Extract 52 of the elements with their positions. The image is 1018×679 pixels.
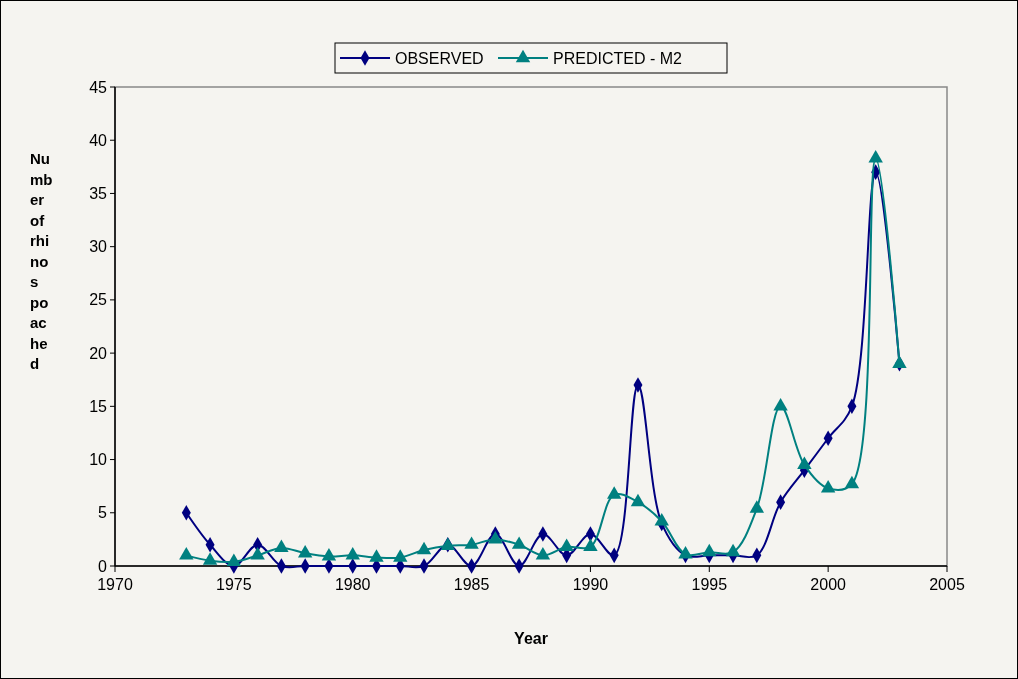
point <box>179 547 194 560</box>
point <box>820 479 836 493</box>
x-axis-title: Year <box>514 630 548 647</box>
point <box>250 547 265 560</box>
point <box>488 531 503 544</box>
point <box>868 149 883 163</box>
x-tick-label: 1995 <box>691 576 728 593</box>
legend-label: OBSERVED <box>395 49 484 67</box>
x-tick-label: 1990 <box>572 576 609 593</box>
point <box>274 539 289 553</box>
x-tick-label: 1970 <box>97 576 133 593</box>
point <box>416 541 432 555</box>
y-tick-label: 35 <box>89 185 108 203</box>
point <box>345 547 360 560</box>
y-tick-label: 10 <box>89 451 108 469</box>
legend-label: PREDICTED - M2 <box>553 49 682 67</box>
point <box>535 547 551 560</box>
y-tick-label: 30 <box>89 238 108 256</box>
y-tick-label: 20 <box>89 344 108 362</box>
point <box>892 355 907 368</box>
y-tick-label: 15 <box>89 397 108 415</box>
point <box>749 500 765 513</box>
y-tick-label: 0 <box>98 557 108 575</box>
y-tick-label: 40 <box>89 131 108 149</box>
x-tick-label: 2000 <box>810 576 847 593</box>
point <box>702 543 717 557</box>
point <box>321 548 337 561</box>
y-tick-label: 25 <box>89 291 108 309</box>
point <box>202 552 218 565</box>
x-tick-label: 1980 <box>334 576 371 593</box>
x-tick-label: 1975 <box>216 576 252 593</box>
point <box>226 553 242 566</box>
x-tick-label: 2005 <box>929 576 965 593</box>
point <box>725 543 741 557</box>
point <box>393 549 408 562</box>
point <box>797 456 812 470</box>
point <box>297 544 313 558</box>
point <box>559 538 574 551</box>
x-tick-label: 1985 <box>453 576 490 593</box>
y-tick-label: 5 <box>98 504 108 522</box>
point <box>773 398 788 411</box>
point <box>678 545 693 559</box>
point <box>606 486 622 499</box>
point <box>369 549 384 562</box>
point <box>511 536 527 549</box>
point <box>630 493 646 507</box>
point <box>844 475 860 489</box>
point <box>654 512 669 526</box>
point <box>464 536 479 549</box>
text: Number of rhinos poached <box>30 150 53 372</box>
y-tick-label: 45 <box>89 78 108 96</box>
point <box>583 538 598 551</box>
